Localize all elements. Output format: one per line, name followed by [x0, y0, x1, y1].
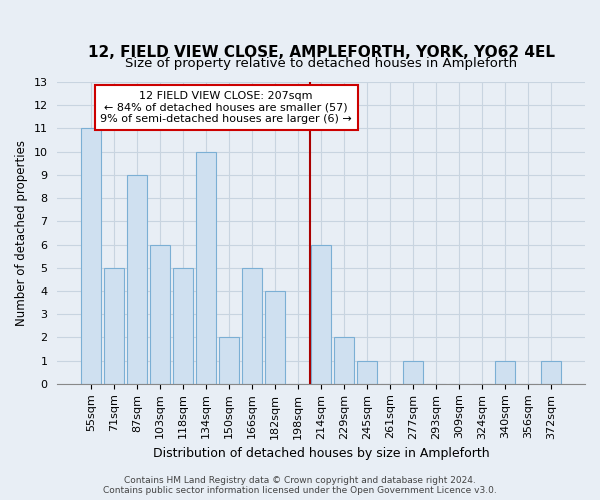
- Bar: [151, 244, 170, 384]
- Bar: [127, 175, 147, 384]
- Bar: [220, 338, 239, 384]
- Bar: [311, 244, 331, 384]
- Bar: [242, 268, 262, 384]
- Bar: [358, 360, 377, 384]
- Bar: [104, 268, 124, 384]
- Bar: [196, 152, 216, 384]
- Bar: [173, 268, 193, 384]
- Bar: [265, 291, 285, 384]
- Text: Size of property relative to detached houses in Ampleforth: Size of property relative to detached ho…: [125, 57, 517, 70]
- Bar: [403, 360, 423, 384]
- Text: 12 FIELD VIEW CLOSE: 207sqm
← 84% of detached houses are smaller (57)
9% of semi: 12 FIELD VIEW CLOSE: 207sqm ← 84% of det…: [100, 91, 352, 124]
- Bar: [541, 360, 561, 384]
- Bar: [334, 338, 354, 384]
- Title: 12, FIELD VIEW CLOSE, AMPLEFORTH, YORK, YO62 4EL: 12, FIELD VIEW CLOSE, AMPLEFORTH, YORK, …: [88, 45, 555, 60]
- Bar: [82, 128, 101, 384]
- Text: Contains HM Land Registry data © Crown copyright and database right 2024.
Contai: Contains HM Land Registry data © Crown c…: [103, 476, 497, 495]
- X-axis label: Distribution of detached houses by size in Ampleforth: Distribution of detached houses by size …: [153, 447, 490, 460]
- Y-axis label: Number of detached properties: Number of detached properties: [15, 140, 28, 326]
- Bar: [496, 360, 515, 384]
